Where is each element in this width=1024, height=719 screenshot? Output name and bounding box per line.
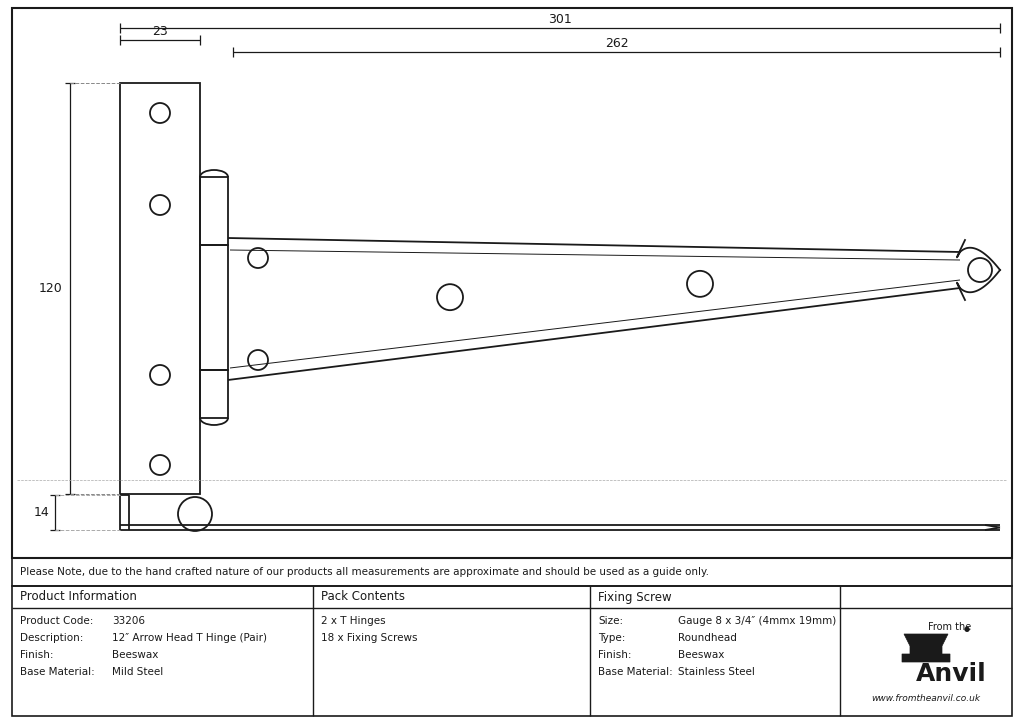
Text: 23: 23 xyxy=(153,25,168,38)
Text: Size:: Size: xyxy=(598,616,624,626)
Text: 14: 14 xyxy=(33,506,49,519)
Bar xyxy=(12,8,1012,558)
Text: 262: 262 xyxy=(605,37,629,50)
Text: Please Note, due to the hand crafted nature of our products all measurements are: Please Note, due to the hand crafted nat… xyxy=(20,567,709,577)
Text: Base Material:: Base Material: xyxy=(598,667,673,677)
Text: 301: 301 xyxy=(548,13,571,26)
Text: 18 x Fixing Screws: 18 x Fixing Screws xyxy=(321,633,418,643)
Text: Gauge 8 x 3/4″ (4mmx 19mm): Gauge 8 x 3/4″ (4mmx 19mm) xyxy=(678,616,837,626)
Bar xyxy=(12,558,1012,586)
Polygon shape xyxy=(902,634,950,662)
Text: 12″ Arrow Head T Hinge (Pair): 12″ Arrow Head T Hinge (Pair) xyxy=(112,633,267,643)
Text: 2 x T Hinges: 2 x T Hinges xyxy=(321,616,386,626)
Text: Beeswax: Beeswax xyxy=(678,650,724,660)
Text: Finish:: Finish: xyxy=(598,650,632,660)
Text: Description:: Description: xyxy=(20,633,83,643)
Text: Anvil: Anvil xyxy=(916,662,987,686)
Bar xyxy=(12,586,1012,716)
Bar xyxy=(120,83,200,494)
Text: Base Material:: Base Material: xyxy=(20,667,95,677)
Text: Beeswax: Beeswax xyxy=(112,650,159,660)
Text: Type:: Type: xyxy=(598,633,626,643)
Text: Pack Contents: Pack Contents xyxy=(321,590,406,603)
Text: www.fromtheanvil.co.uk: www.fromtheanvil.co.uk xyxy=(871,694,981,703)
Text: Stainless Steel: Stainless Steel xyxy=(678,667,755,677)
Bar xyxy=(200,177,228,245)
Text: 120: 120 xyxy=(38,282,62,295)
Text: Finish:: Finish: xyxy=(20,650,53,660)
Text: From the: From the xyxy=(928,622,971,632)
Bar xyxy=(200,370,228,418)
Text: 33206: 33206 xyxy=(112,616,145,626)
Text: Fixing Screw: Fixing Screw xyxy=(598,590,672,603)
Text: Roundhead: Roundhead xyxy=(678,633,737,643)
Text: Mild Steel: Mild Steel xyxy=(112,667,163,677)
Text: Product Information: Product Information xyxy=(20,590,137,603)
Text: ●: ● xyxy=(964,626,970,632)
Text: Product Code:: Product Code: xyxy=(20,616,93,626)
Bar xyxy=(200,245,228,370)
